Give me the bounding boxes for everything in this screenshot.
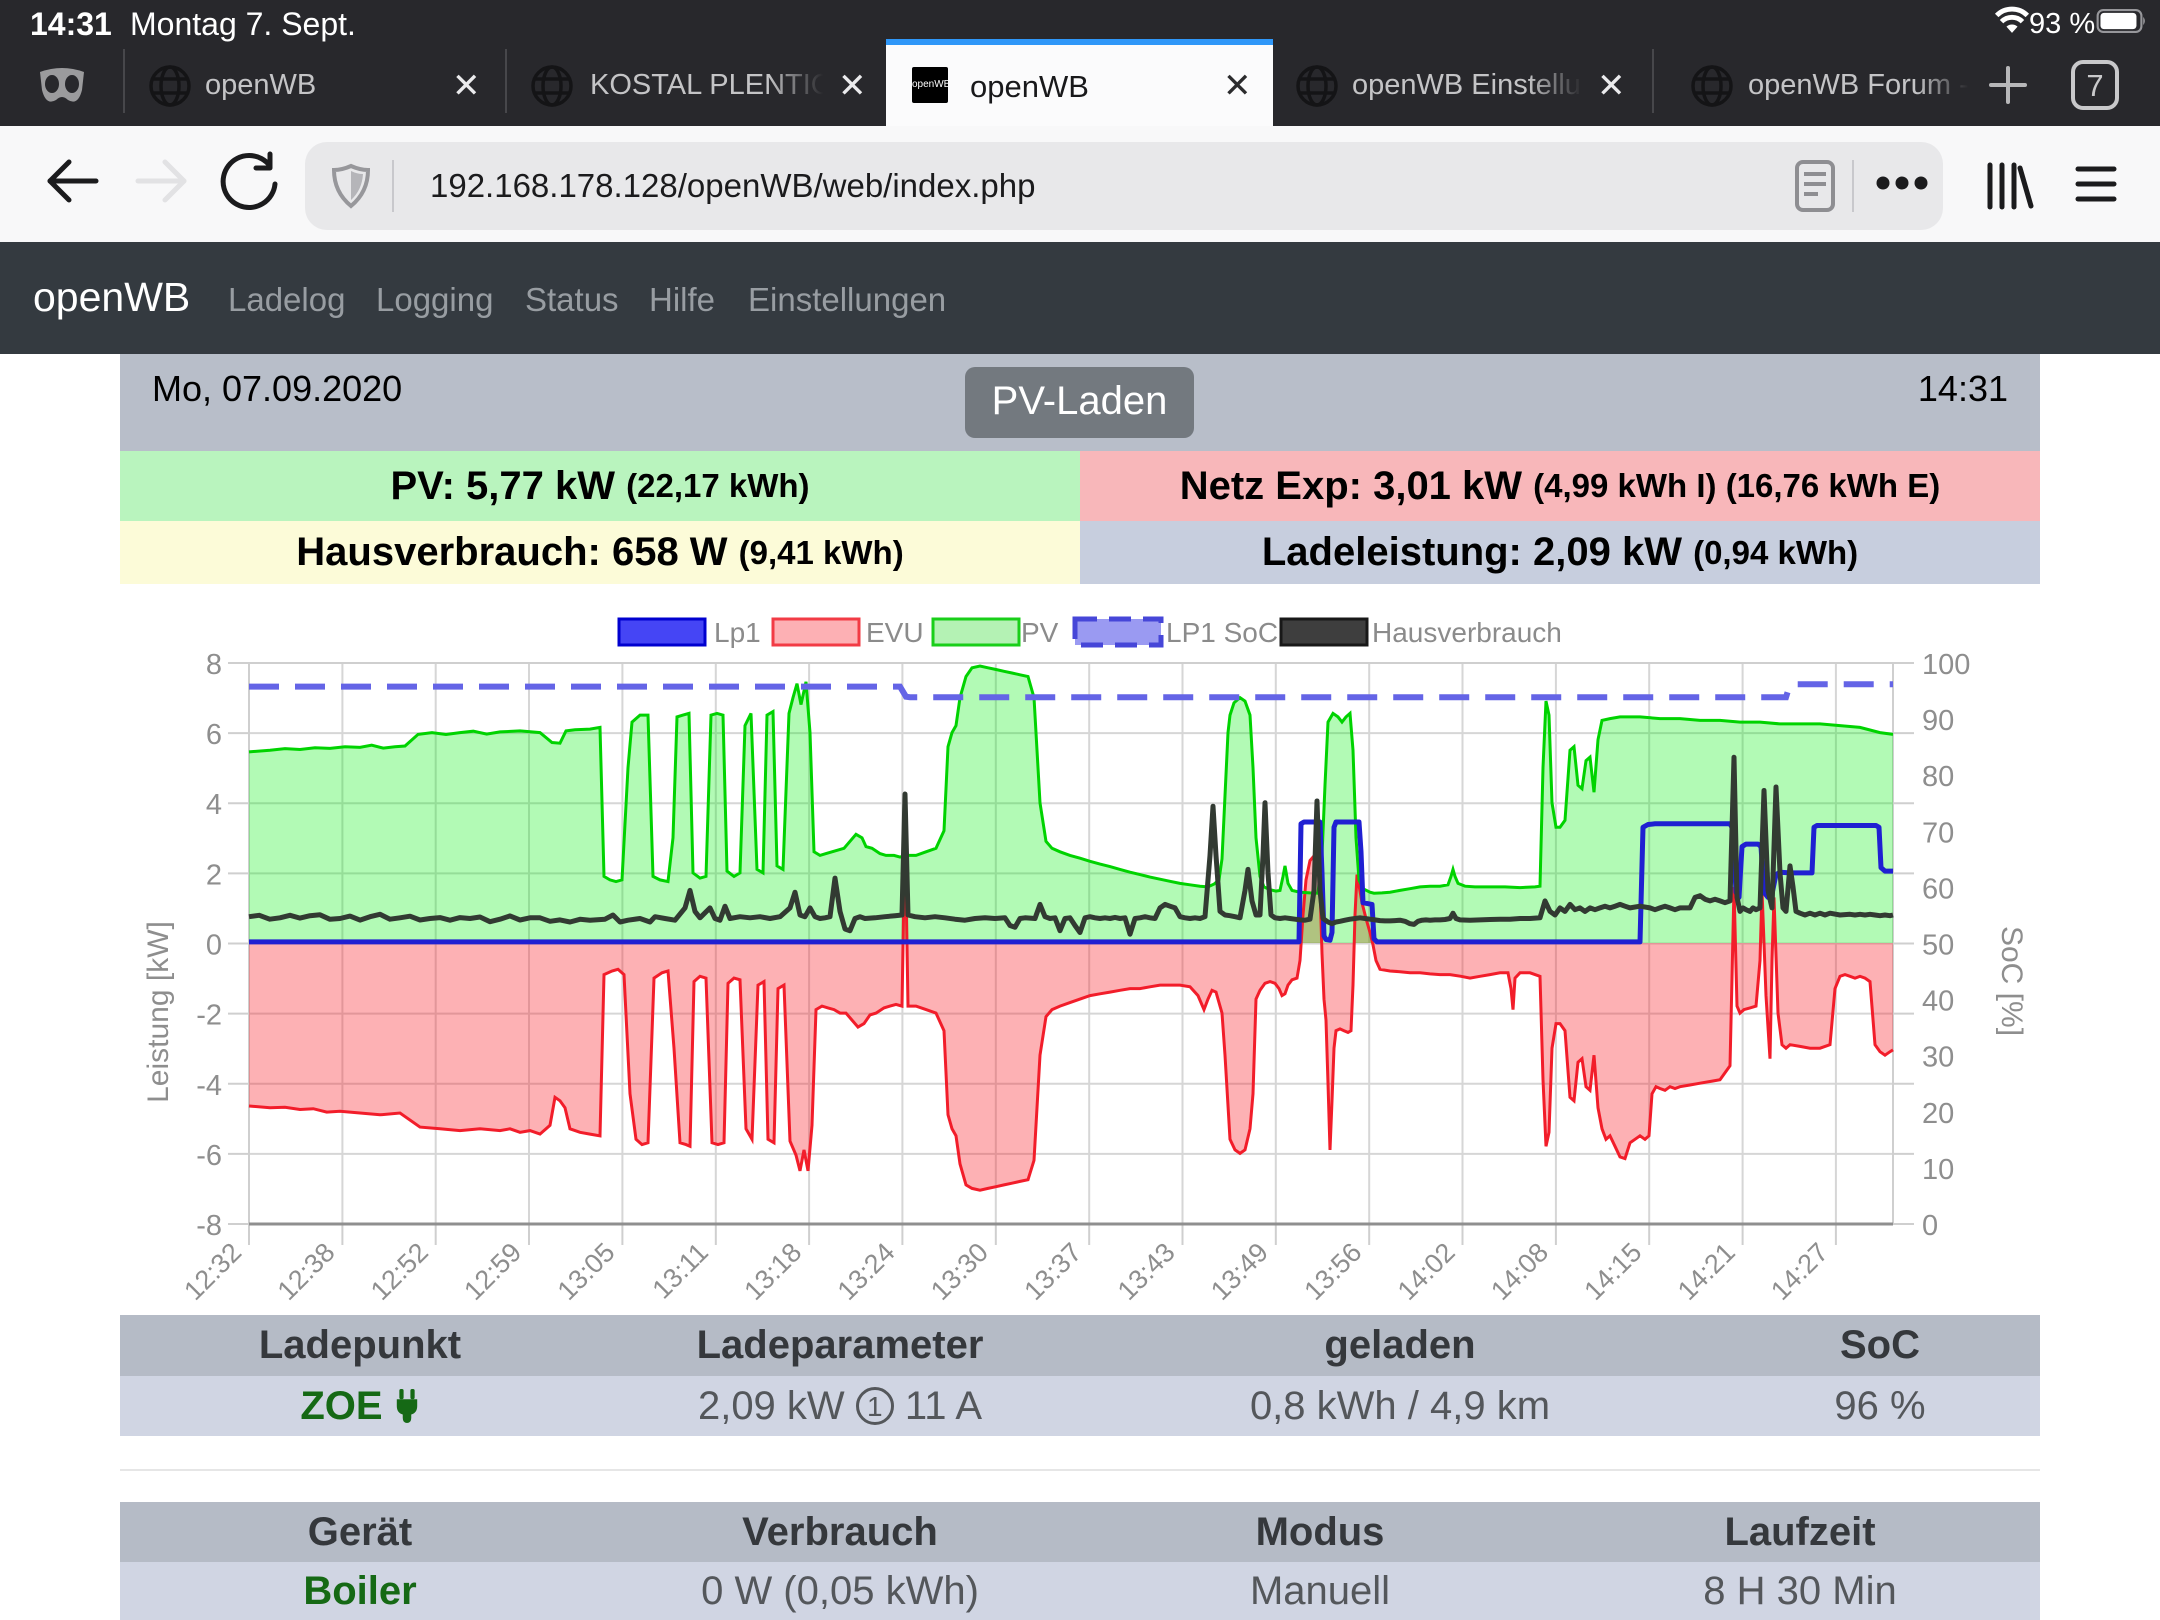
svg-text:0: 0 xyxy=(1922,1210,1938,1242)
svg-text:13:37: 13:37 xyxy=(1018,1237,1087,1306)
svg-text:10: 10 xyxy=(1922,1154,1954,1186)
svg-text:80: 80 xyxy=(1922,761,1954,793)
svg-text:20: 20 xyxy=(1922,1098,1954,1130)
svg-text:100: 100 xyxy=(1922,649,1970,681)
svg-text:Hausverbrauch: Hausverbrauch xyxy=(1372,617,1562,648)
svg-text:12:59: 12:59 xyxy=(458,1237,527,1306)
svg-text:60: 60 xyxy=(1922,873,1954,905)
svg-text:2: 2 xyxy=(206,859,222,891)
svg-text:4: 4 xyxy=(206,789,222,821)
svg-text:70: 70 xyxy=(1922,817,1954,849)
svg-text:LP1 SoC: LP1 SoC xyxy=(1166,617,1278,648)
svg-text:PV: PV xyxy=(1021,617,1059,648)
svg-text:13:05: 13:05 xyxy=(552,1237,621,1306)
svg-text:14:21: 14:21 xyxy=(1672,1237,1741,1306)
svg-text:14:27: 14:27 xyxy=(1765,1237,1834,1306)
svg-text:40: 40 xyxy=(1922,986,1954,1018)
svg-text:13:24: 13:24 xyxy=(832,1237,901,1306)
svg-text:12:32: 12:32 xyxy=(178,1237,247,1306)
svg-text:13:56: 13:56 xyxy=(1298,1237,1367,1306)
svg-text:13:30: 13:30 xyxy=(925,1237,994,1306)
svg-text:SoC [%]: SoC [%] xyxy=(1995,926,2028,1036)
svg-text:14:02: 14:02 xyxy=(1392,1237,1461,1306)
svg-text:-6: -6 xyxy=(196,1140,222,1172)
svg-text:14:08: 14:08 xyxy=(1485,1237,1554,1306)
svg-text:-2: -2 xyxy=(196,1000,222,1032)
svg-text:Lp1: Lp1 xyxy=(714,617,761,648)
svg-text:EVU: EVU xyxy=(866,617,924,648)
svg-text:12:52: 12:52 xyxy=(365,1237,434,1306)
svg-text:13:49: 13:49 xyxy=(1205,1237,1274,1306)
svg-text:12:38: 12:38 xyxy=(272,1237,341,1306)
svg-text:13:11: 13:11 xyxy=(646,1237,714,1305)
svg-text:50: 50 xyxy=(1922,930,1954,962)
svg-text:6: 6 xyxy=(206,719,222,751)
svg-text:8: 8 xyxy=(206,649,222,681)
svg-text:30: 30 xyxy=(1922,1042,1954,1074)
svg-text:-8: -8 xyxy=(196,1210,222,1242)
svg-text:90: 90 xyxy=(1922,705,1954,737)
svg-text:13:43: 13:43 xyxy=(1112,1237,1181,1306)
svg-text:0: 0 xyxy=(206,930,222,962)
svg-text:-4: -4 xyxy=(196,1070,222,1102)
svg-text:13:18: 13:18 xyxy=(738,1237,807,1306)
svg-text:14:15: 14:15 xyxy=(1578,1237,1647,1306)
svg-text:Leistung [kW]: Leistung [kW] xyxy=(142,921,175,1103)
